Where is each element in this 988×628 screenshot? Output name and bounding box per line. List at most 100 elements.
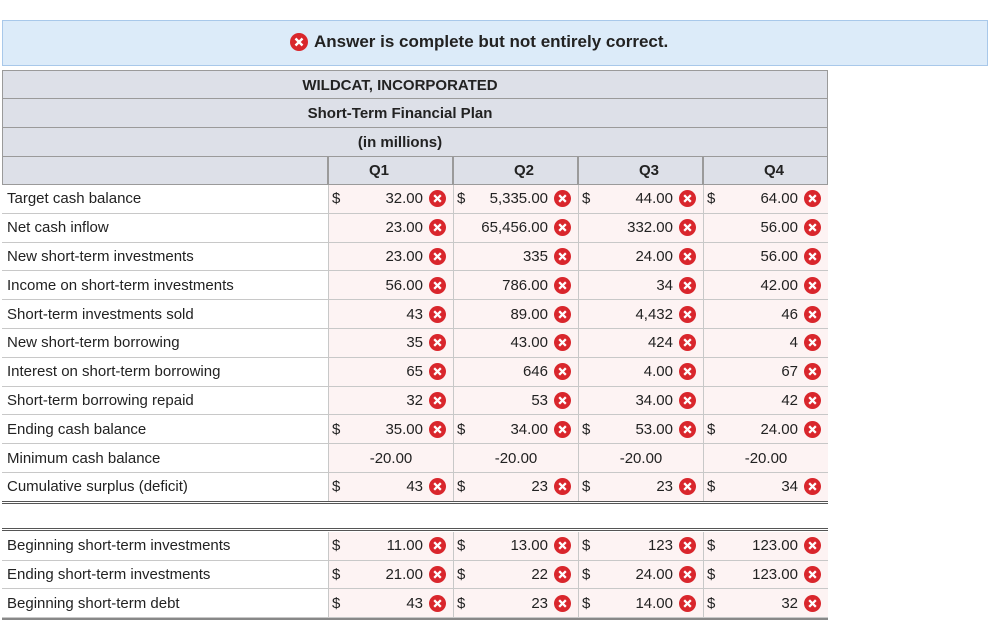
dollar-sign: $: [582, 537, 591, 555]
dollar-sign: $: [707, 420, 716, 438]
wrong-icon: [679, 391, 696, 409]
wrong-icon: [804, 334, 821, 352]
wrong-icon: [554, 276, 571, 294]
value-cell: $64.00: [703, 185, 828, 214]
value-cell: -20.00: [578, 444, 703, 473]
value-cell: 332.00: [578, 213, 703, 243]
row-label: New short-term investments: [2, 242, 328, 272]
value-cell: 46: [703, 300, 828, 329]
row-label: Target cash balance: [2, 185, 328, 214]
value-cell: $14.00: [578, 589, 703, 619]
wrong-icon: [804, 478, 821, 496]
cell-value: 64.00: [760, 190, 798, 208]
cell-value: 32: [406, 391, 423, 409]
value-cell: 23.00: [328, 213, 453, 243]
cell-value: -20.00: [494, 449, 538, 467]
dollar-sign: $: [332, 420, 341, 438]
row-label: Short-term borrowing repaid: [2, 386, 328, 416]
cell-value: 335: [522, 247, 548, 265]
wrong-icon: [429, 276, 446, 294]
wrong-icon: [554, 478, 571, 496]
cell-value: 56.00: [760, 247, 798, 265]
value-cell: $24.00: [703, 415, 828, 445]
wrong-icon: [804, 247, 821, 265]
cell-value: 23: [531, 478, 548, 496]
row-label: Income on short-term investments: [2, 271, 328, 301]
value-cell: $23: [453, 589, 578, 619]
cell-value: 32: [781, 594, 798, 612]
value-cell: $23: [578, 473, 703, 502]
value-cell: 34.00: [578, 386, 703, 416]
wrong-icon: [554, 594, 571, 612]
wrong-icon: [429, 190, 446, 208]
value-cell: 646: [453, 357, 578, 387]
wrong-icon: [290, 33, 308, 51]
cell-value: 44.00: [635, 190, 673, 208]
value-cell: 4.00: [578, 357, 703, 387]
wrong-icon: [429, 391, 446, 409]
value-cell: $43: [328, 589, 453, 619]
cell-value: 35.00: [385, 420, 423, 438]
wrong-icon: [679, 305, 696, 323]
cell-value: 4: [789, 334, 798, 352]
value-cell: 34: [578, 271, 703, 301]
cell-value: 65: [406, 363, 423, 381]
value-cell: 43: [328, 300, 453, 329]
value-cell: $5,335.00: [453, 185, 578, 214]
row-label: Net cash inflow: [2, 213, 328, 243]
cell-value: 22: [531, 565, 548, 583]
dollar-sign: $: [582, 565, 591, 583]
cell-value: 4,432: [635, 305, 673, 323]
dollar-sign: $: [332, 565, 341, 583]
wrong-icon: [429, 478, 446, 496]
value-cell: $22: [453, 560, 578, 590]
value-cell: $21.00: [328, 560, 453, 590]
cell-value: 46: [781, 305, 798, 323]
dollar-sign: $: [332, 478, 341, 496]
value-cell: -20.00: [453, 444, 578, 473]
cell-value: 43: [406, 478, 423, 496]
value-cell: $32: [703, 589, 828, 619]
cell-value: 5,335.00: [489, 190, 548, 208]
dollar-sign: $: [457, 478, 466, 496]
dollar-sign: $: [332, 594, 341, 612]
value-cell: $23: [453, 473, 578, 502]
dollar-sign: $: [457, 537, 466, 555]
value-cell: 35: [328, 329, 453, 358]
cell-value: 65,456.00: [481, 219, 548, 237]
message-text: Answer is complete but not entirely corr…: [314, 32, 669, 51]
value-cell: 32: [328, 386, 453, 416]
value-cell: 4,432: [578, 300, 703, 329]
value-cell: 4: [703, 329, 828, 358]
cell-value: 89.00: [510, 305, 548, 323]
wrong-icon: [679, 276, 696, 294]
cell-value: 123.00: [752, 565, 798, 583]
wrong-icon: [429, 219, 446, 237]
value-cell: 65,456.00: [453, 213, 578, 243]
row-label: Interest on short-term borrowing: [2, 357, 328, 387]
cell-value: 424: [647, 334, 673, 352]
dollar-sign: $: [457, 420, 466, 438]
value-cell: $32.00: [328, 185, 453, 214]
section-gap: [2, 500, 828, 531]
value-cell: $11.00: [328, 531, 453, 561]
value-cell: 335: [453, 242, 578, 272]
wrong-icon: [554, 565, 571, 583]
row-label: Short-term investments sold: [2, 300, 328, 329]
row-label: Beginning short-term investments: [2, 531, 328, 561]
wrong-icon: [679, 420, 696, 438]
value-cell: 24.00: [578, 242, 703, 272]
value-cell: 67: [703, 357, 828, 387]
wrong-icon: [554, 219, 571, 237]
value-cell: 42.00: [703, 271, 828, 301]
value-cell: 56.00: [328, 271, 453, 301]
dollar-sign: $: [582, 190, 591, 208]
cell-value: 23: [531, 594, 548, 612]
value-cell: 23.00: [328, 242, 453, 272]
cell-value: 42.00: [760, 276, 798, 294]
row-label: New short-term borrowing: [2, 329, 328, 358]
cell-value: 34.00: [510, 420, 548, 438]
value-cell: $123.00: [703, 560, 828, 590]
quarter-header: Q2: [453, 156, 578, 185]
dollar-sign: $: [707, 537, 716, 555]
